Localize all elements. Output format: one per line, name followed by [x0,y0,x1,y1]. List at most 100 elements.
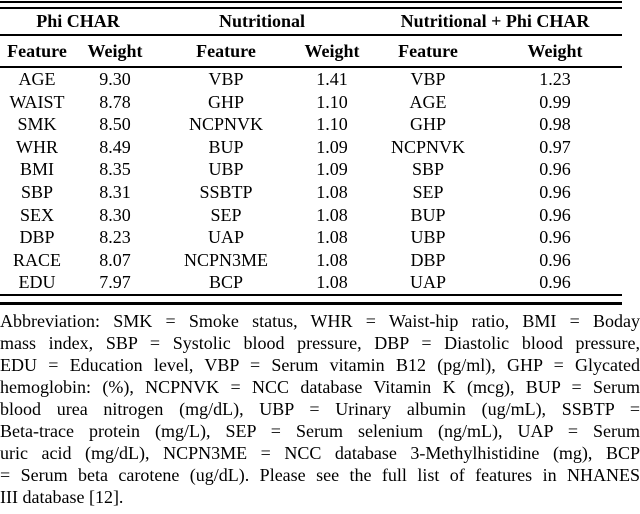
table-body: AGE 9.30 VBP 1.41 VBP 1.23 WAIST 8.78 GHP 1.10 AGE… [0,68,622,294]
weight-cell: 0.96 [539,159,571,180]
feature-cell: BMI [19,159,54,180]
weight-cell: 0.96 [539,227,571,248]
weight-cell: 1.09 [316,159,348,180]
caption-line: blood urea nitrogen (mg/dL), UBP = Urina… [0,398,640,419]
table-row: AGE 9.30 VBP 1.41 VBP 1.23 [0,68,622,91]
feature-cell: UAP [207,227,244,248]
feature-cell: GHP [207,91,244,112]
feature-cell: NCPN3ME [183,249,268,270]
table-row: EDU 7.97 BCP 1.08 UAP 0.96 [0,271,622,294]
feature-cell: RACE [12,249,61,270]
feature-cell: VBP [410,69,446,89]
feature-cell: EDU [18,272,56,293]
table-column-header-row: Feature Weight Feature Weight Feature We… [0,36,622,66]
weight-cell: 8.35 [99,159,131,180]
weight-cell: 8.07 [99,249,131,270]
caption-line: uric acid (mg/dL), NCPN3ME = NCC databas… [0,442,640,463]
weight-cell: 0.96 [539,181,571,202]
feature-weight-table: Phi CHAR Nutritional Nutritional + Phi C… [0,1,622,305]
feature-cell: WAIST [9,91,65,112]
table-row: RACE 8.07 NCPN3ME 1.08 DBP 0.96 [0,249,622,272]
table-row: WAIST 8.78 GHP 1.10 AGE 0.99 [0,91,622,114]
table-caption: Abbreviation: SMK = Smoke status, WHR = … [0,310,640,508]
feature-cell: SSBTP [199,181,253,202]
weight-cell: 8.49 [99,136,131,157]
table-rule-top [0,1,622,9]
caption-line: Abbreviation: SMK = Smoke status, WHR = … [0,310,640,331]
weight-cell: 1.10 [316,91,348,112]
table-row: WHR 8.49 BUP 1.09 NCPNVK 0.97 [0,136,622,159]
table-group-header-row: Phi CHAR Nutritional Nutritional + Phi C… [0,9,622,34]
feature-cell: AGE [409,91,447,112]
weight-cell: 0.96 [539,204,571,225]
weight-cell: 1.08 [316,249,348,270]
feature-cell: DBP [19,227,55,248]
weight-cell: 0.99 [539,91,571,112]
column-header-feature: Feature [7,41,67,61]
weight-cell: 1.41 [316,69,348,89]
table-rule-header-bottom [0,66,622,68]
caption-line: III database [12]. [0,486,124,507]
caption-line: = Serum beta carotene (ug/dL). Please se… [0,464,640,485]
feature-cell: BUP [208,136,244,157]
table-row: BMI 8.35 UBP 1.09 SBP 0.96 [0,158,622,181]
weight-cell: 8.23 [99,227,131,248]
weight-cell: 1.08 [316,272,348,293]
group-header-phi-char: Phi CHAR [36,11,120,31]
weight-cell: 8.31 [99,181,131,202]
column-header-feature: Feature [398,41,458,61]
feature-cell: SMK [17,114,57,135]
feature-cell: BUP [410,204,446,225]
weight-cell: 9.30 [99,69,131,89]
feature-cell: BCP [208,272,244,293]
feature-cell: NCPNVK [390,136,465,157]
feature-cell: DBP [410,249,446,270]
weight-cell: 7.97 [99,272,131,293]
caption-line: hemoglobin: (%), NCPNVK = NCC database V… [0,376,640,397]
feature-cell: SEP [412,181,444,202]
feature-cell: SBP [411,159,445,180]
caption-line: EDU = Education level, VBP = Serum vitam… [0,354,640,375]
group-header-nutritional: Nutritional [218,11,305,31]
feature-cell: SEX [19,204,54,225]
weight-cell: 1.23 [539,69,571,89]
caption-line: mass index, SBP = Systolic blood pressur… [0,332,640,353]
weight-cell: 1.08 [316,181,348,202]
feature-cell: GHP [409,114,446,135]
weight-cell: 0.96 [539,249,571,270]
table-row: SMK 8.50 NCPNVK 1.10 GHP 0.98 [0,113,622,136]
feature-cell: UAP [409,272,446,293]
feature-cell: UBP [208,159,244,180]
table-row: DBP 8.23 UAP 1.08 UBP 0.96 [0,226,622,249]
feature-cell: VBP [208,69,244,89]
feature-cell: SEP [210,204,242,225]
weight-cell: 0.98 [539,114,571,135]
column-header-feature: Feature [196,41,256,61]
rule-line [0,293,622,296]
group-header-nutritional-phi-char: Nutritional + Phi CHAR [400,11,590,31]
caption-line: Beta-trace protein (mg/L), SEP = Serum s… [0,420,640,441]
weight-cell: 1.09 [316,136,348,157]
weight-cell: 1.08 [316,227,348,248]
weight-cell: 0.96 [539,272,571,293]
rule-line [0,1,622,3]
table-row: SEX 8.30 SEP 1.08 BUP 0.96 [0,204,622,227]
weight-cell: 1.08 [316,204,348,225]
rule-line [0,7,622,9]
column-header-weight: Weight [527,41,583,61]
table-rule-bottom [0,293,622,305]
column-header-weight: Weight [304,41,360,61]
column-header-weight: Weight [87,41,143,61]
table-rule-mid [0,34,622,36]
weight-cell: 8.30 [99,204,131,225]
weight-cell: 8.50 [99,114,131,135]
weight-cell: 0.97 [539,136,571,157]
feature-cell: WHR [16,136,58,157]
rule-line [0,301,622,305]
feature-cell: UBP [410,227,446,248]
table-row: SBP 8.31 SSBTP 1.08 SEP 0.96 [0,181,622,204]
weight-cell: 8.78 [99,91,131,112]
weight-cell: 1.10 [316,114,348,135]
feature-cell: SBP [20,181,54,202]
feature-cell: AGE [18,69,56,89]
